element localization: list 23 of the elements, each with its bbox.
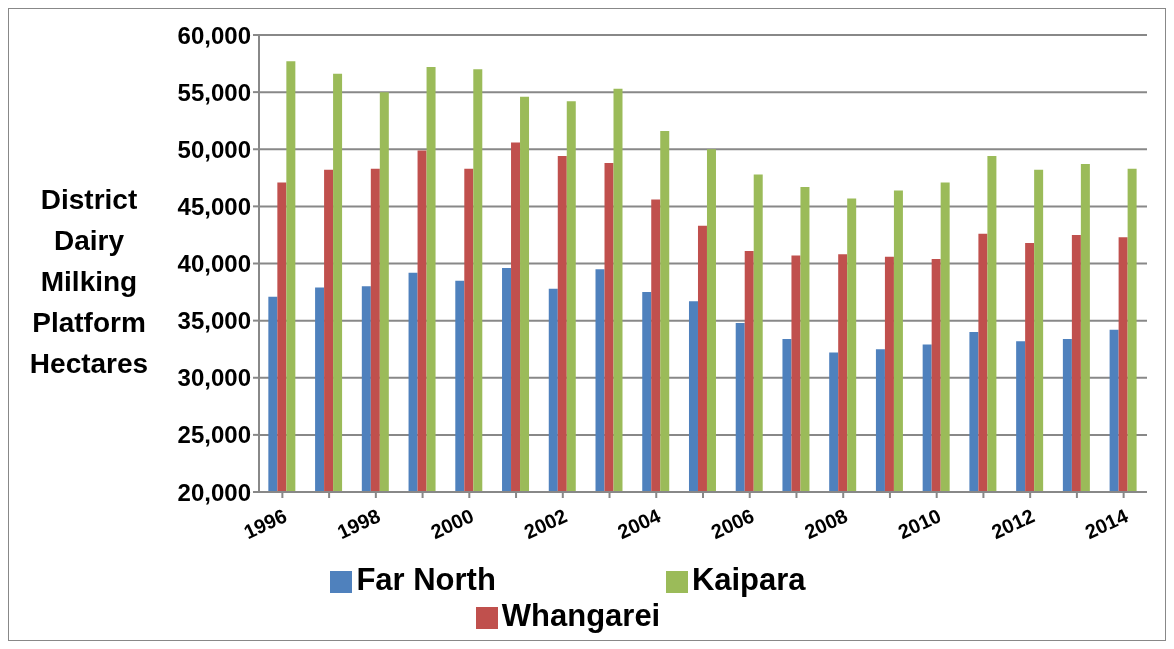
x-tick-label: 2000	[427, 504, 477, 544]
x-tick-label: 2010	[894, 504, 945, 544]
x-tick-label: 2008	[801, 504, 851, 544]
legend-label: Whangarei	[501, 598, 661, 633]
y-tick-label: 60,000	[177, 21, 251, 49]
y-tick-label: 55,000	[177, 78, 251, 106]
x-tick-label: 2006	[707, 504, 758, 544]
y-tick-label: 40,000	[177, 250, 251, 278]
x-tick-label: 2014	[1081, 504, 1133, 544]
x-tick-label: 2002	[520, 504, 571, 544]
y-tick-label: 30,000	[177, 364, 251, 392]
y-tick-label: 35,000	[177, 307, 251, 335]
y-tick-label: 50,000	[177, 135, 251, 163]
x-tick-label: 1998	[333, 504, 384, 544]
y-tick-label: 20,000	[177, 478, 251, 506]
legend-label: Kaipara	[691, 562, 806, 597]
x-tick-label: 2012	[988, 504, 1038, 544]
legend-label: Far North	[356, 562, 496, 597]
x-tick-label: 2004	[614, 504, 665, 544]
y-tick-label: 45,000	[177, 192, 251, 220]
y-tick-label: 25,000	[177, 421, 251, 449]
y-axis-title: District Dairy Milking Platform Hectares	[28, 183, 150, 381]
x-tick-label: 1996	[240, 504, 290, 544]
